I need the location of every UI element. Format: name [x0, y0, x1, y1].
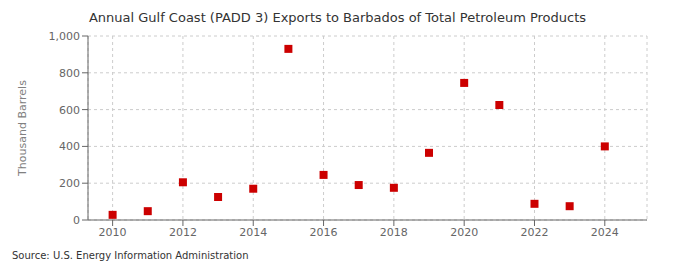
svg-text:2022: 2022	[520, 226, 548, 239]
svg-text:400: 400	[59, 140, 80, 153]
svg-text:2020: 2020	[450, 226, 478, 239]
svg-text:600: 600	[59, 104, 80, 117]
svg-text:0: 0	[73, 214, 80, 227]
svg-text:2018: 2018	[380, 226, 408, 239]
svg-text:2014: 2014	[239, 226, 267, 239]
svg-text:2024: 2024	[591, 226, 619, 239]
svg-text:2016: 2016	[310, 226, 338, 239]
html-text:Annual Gulf Coast (PADD 3) Exp: Annual Gulf Coast (PADD 3) Exports to Ba…	[88, 10, 587, 25]
svg-text:200: 200	[59, 177, 80, 190]
svg-text:800: 800	[59, 67, 80, 80]
svg-text:2012: 2012	[169, 226, 197, 239]
svg-text:Thousand Barrels: Thousand Barrels	[16, 80, 29, 177]
svg-text:1,000: 1,000	[49, 30, 81, 43]
svg-text:2010: 2010	[99, 226, 127, 239]
html-text:Source: U.S. Energy Informatio: Source: U.S. Energy Information Administ…	[12, 250, 249, 261]
